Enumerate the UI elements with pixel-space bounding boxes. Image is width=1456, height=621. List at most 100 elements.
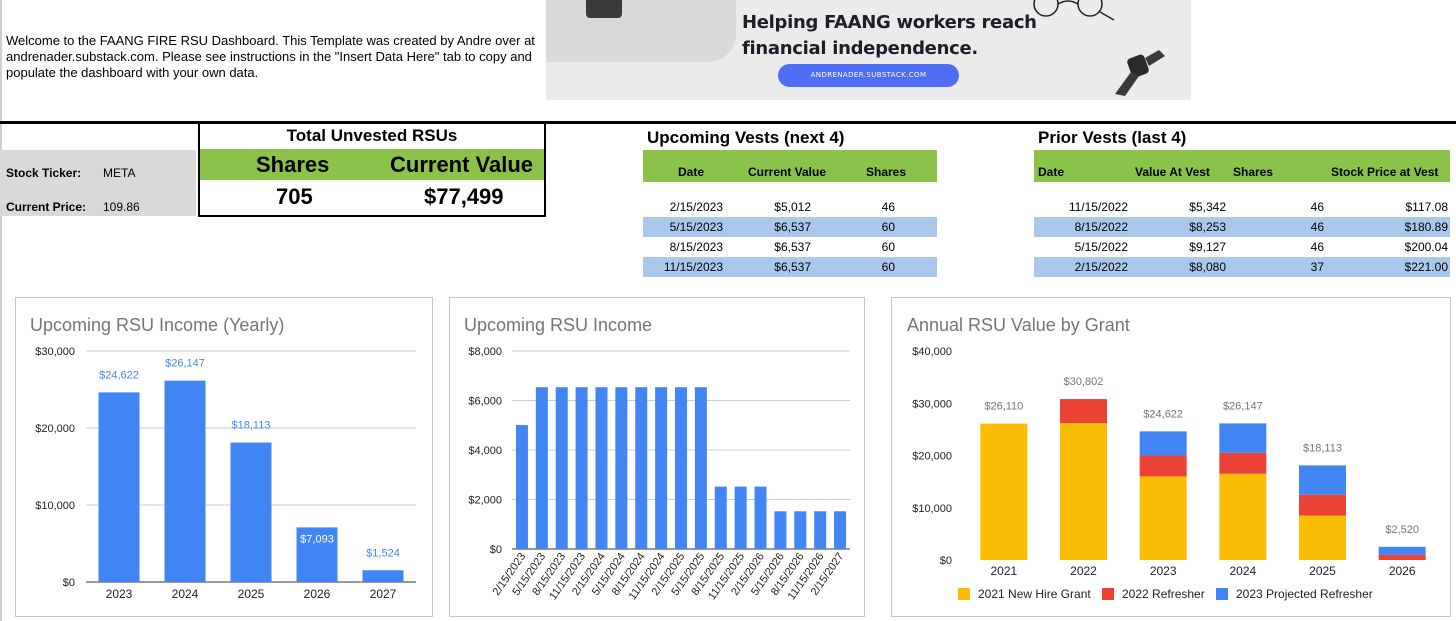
bar: [615, 387, 628, 549]
cell-shares: 46: [1310, 240, 1324, 254]
price-label: Current Price:: [6, 200, 87, 214]
y-tick-label: $0: [940, 555, 952, 567]
banner-image: Helping FAANG workers reach financial in…: [546, 0, 1191, 100]
y-tick-label: $6,000: [468, 396, 502, 408]
table-row: 8/15/2023 $6,537 60: [643, 237, 937, 257]
ticker-value[interactable]: META: [103, 166, 136, 180]
y-tick-label: $10,000: [35, 500, 75, 512]
cell-current-value: $6,537: [774, 220, 811, 234]
cell-shares: 37: [1310, 260, 1324, 274]
header-date: Date: [1038, 165, 1065, 179]
chart-title: Annual RSU Value by Grant: [907, 315, 1130, 335]
cell-date: 5/15/2023: [669, 220, 723, 234]
table-row: 5/15/2023 $6,537 60: [643, 217, 937, 237]
y-tick-label: $8,000: [468, 346, 502, 358]
bar: [555, 387, 568, 549]
cell-value-at-vest: $5,342: [1189, 200, 1226, 214]
cell-value-at-vest: $8,080: [1189, 260, 1226, 274]
header-current-value: Current Value: [748, 165, 827, 179]
total-label: $26,110: [984, 401, 1023, 413]
total-label: $30,802: [1064, 376, 1104, 388]
upcoming-vests-title: Upcoming Vests (next 4): [647, 128, 845, 147]
y-tick-label: $30,000: [35, 346, 75, 358]
bar: [98, 392, 140, 582]
y-tick-label: $30,000: [912, 398, 952, 410]
price-value[interactable]: 109.86: [103, 200, 140, 214]
chart-annual-by-grant-plot: $0 $10,000 $20,000 $30,000 $40,000 $26,110 202…: [912, 346, 1426, 601]
x-tick-label: 2025: [238, 587, 265, 601]
chart-upcoming-income[interactable]: Upcoming RSU Income $0 $2,000 $4,000 $6,000…: [449, 297, 865, 617]
chart-annual-by-grant[interactable]: Annual RSU Value by Grant $0 $10,000 $20,0…: [891, 297, 1451, 617]
header-date: Date: [678, 165, 705, 179]
x-tick-label: 2026: [1389, 564, 1416, 578]
total-unvested-box: Total Unvested RSUs Shares Current Value…: [198, 122, 546, 217]
table-row: 8/15/2022 $8,253 46 $180.89: [1034, 217, 1450, 237]
section-divider: [0, 121, 1456, 124]
bar: [575, 387, 588, 549]
x-tick-label: 2023: [1150, 564, 1177, 578]
bar: [362, 570, 404, 582]
bar: [794, 511, 807, 549]
prior-vests-header: Date Value At Vest Shares Stock Price at…: [1034, 150, 1450, 182]
bar: [694, 387, 707, 549]
legend-swatch: [1102, 588, 1114, 600]
glasses-icon: [1033, 0, 1115, 21]
y-tick-label: $20,000: [912, 451, 952, 463]
bar-segment: [1299, 465, 1346, 495]
bar: [635, 387, 648, 549]
y-tick-label: $10,000: [912, 503, 952, 515]
banner-headline-line2: financial independence.: [742, 38, 978, 59]
x-tick-label: 2024: [172, 587, 199, 601]
cell-date: 2/15/2023: [669, 200, 723, 214]
chart-yearly-income[interactable]: Upcoming RSU Income (Yearly) $0 $10,000 $2…: [15, 297, 433, 617]
x-tick-label: 2027: [370, 587, 397, 601]
unvested-header-band: [200, 149, 544, 180]
bar: [595, 387, 608, 549]
bar: [834, 511, 847, 549]
cell-stock-price-at-vest: $180.89: [1404, 220, 1448, 234]
cell-shares: 60: [881, 240, 895, 254]
legend-swatch: [958, 588, 970, 600]
bar-segment: [1060, 423, 1107, 560]
cell-date: 8/15/2023: [669, 240, 723, 254]
bar: [164, 380, 206, 582]
cell-value-at-vest: $9,127: [1189, 240, 1226, 254]
bar-segment: [1139, 431, 1187, 456]
total-label: $26,147: [1223, 400, 1263, 412]
cell-current-value: $6,537: [774, 240, 811, 254]
data-label: $1,524: [366, 547, 400, 559]
legend-swatch: [1216, 588, 1228, 600]
chart-upcoming-income-plot: $0$2,000$4,000$6,000$8,0002/15/20235/15/…: [468, 346, 850, 602]
data-label: $18,113: [232, 420, 271, 432]
ticker-label: Stock Ticker:: [6, 166, 82, 180]
bar-segment: [980, 423, 1028, 560]
watch-icon: [1115, 50, 1165, 96]
bar-segment: [1378, 554, 1426, 560]
bar: [296, 527, 338, 582]
y-tick-label: $0: [490, 544, 502, 556]
cell-value-at-vest: $8,253: [1189, 220, 1226, 234]
bar-segment: [1139, 476, 1187, 560]
unvested-shares: 705: [276, 184, 313, 209]
x-tick-label: 2026: [304, 587, 331, 601]
x-tick-label: 2022: [1070, 564, 1097, 578]
bar: [675, 387, 687, 549]
bar-segment: [1139, 455, 1187, 477]
cell-shares: 46: [1310, 200, 1324, 214]
data-label: $24,622: [99, 369, 139, 381]
prior-vests-title: Prior Vests (last 4): [1038, 128, 1187, 147]
unvested-title: Total Unvested RSUs: [286, 126, 458, 145]
banner-headline-line1: Helping FAANG workers reach: [742, 12, 1037, 33]
welcome-text: Welcome to the FAANG FIRE RSU Dashboard.…: [6, 33, 535, 80]
cell-date: 8/15/2022: [1074, 220, 1128, 234]
unvested-value: $77,499: [424, 184, 504, 209]
chart-title: Upcoming RSU Income: [464, 315, 653, 335]
banner-url-button[interactable]: ANDRENADER.SUBSTACK.COM: [778, 64, 959, 87]
cell-shares: 46: [881, 200, 895, 214]
cell-date: 11/15/2022: [1068, 200, 1128, 214]
y-tick-label: $4,000: [468, 445, 502, 457]
cell-current-value: $6,537: [774, 260, 811, 274]
sheet-left-border: [0, 0, 2, 621]
bar: [515, 424, 528, 549]
bar-segment: [1060, 399, 1107, 424]
